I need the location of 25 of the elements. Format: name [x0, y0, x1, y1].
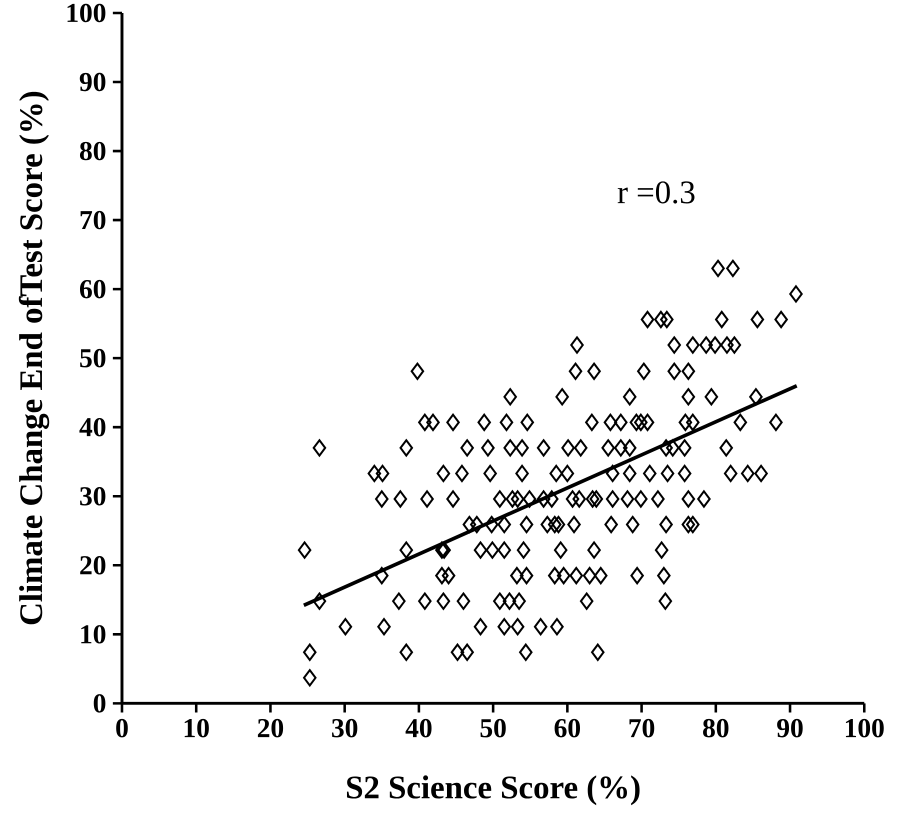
y-tick-label: 0	[94, 694, 106, 712]
y-tick-label: 10	[81, 624, 106, 644]
x-tick-label: 40	[406, 718, 432, 738]
y-tick-label: 80	[80, 142, 106, 160]
y-tick-label: 30	[80, 486, 106, 506]
y-tick-label: 50	[80, 348, 106, 368]
x-tick-label: 70	[629, 718, 654, 738]
x-tick-label: 80	[703, 718, 728, 738]
x-tick-label: 30	[332, 718, 358, 738]
x-tick-label: 0	[116, 718, 128, 738]
y-tick-label: 70	[80, 210, 106, 230]
x-tick-label: 10	[184, 718, 209, 738]
y-axis-title: Climate Change End ofTest Score (%)	[18, 92, 50, 624]
y-tick-label: 100	[68, 4, 106, 22]
x-tick-label: 50	[480, 718, 506, 738]
x-tick-label: 20	[258, 718, 284, 738]
y-tick-label: 90	[80, 72, 106, 92]
x-tick-label: 100	[846, 718, 884, 738]
x-tick-label: 60	[554, 718, 580, 738]
x-tick-label: 90	[777, 718, 803, 738]
y-tick-label: 60	[80, 280, 106, 298]
y-tick-label: 20	[80, 556, 106, 574]
y-tick-label: 40	[79, 418, 106, 436]
x-axis-title: S2 Science Score (%)	[346, 775, 640, 806]
annotation: r =0.3	[618, 181, 694, 204]
